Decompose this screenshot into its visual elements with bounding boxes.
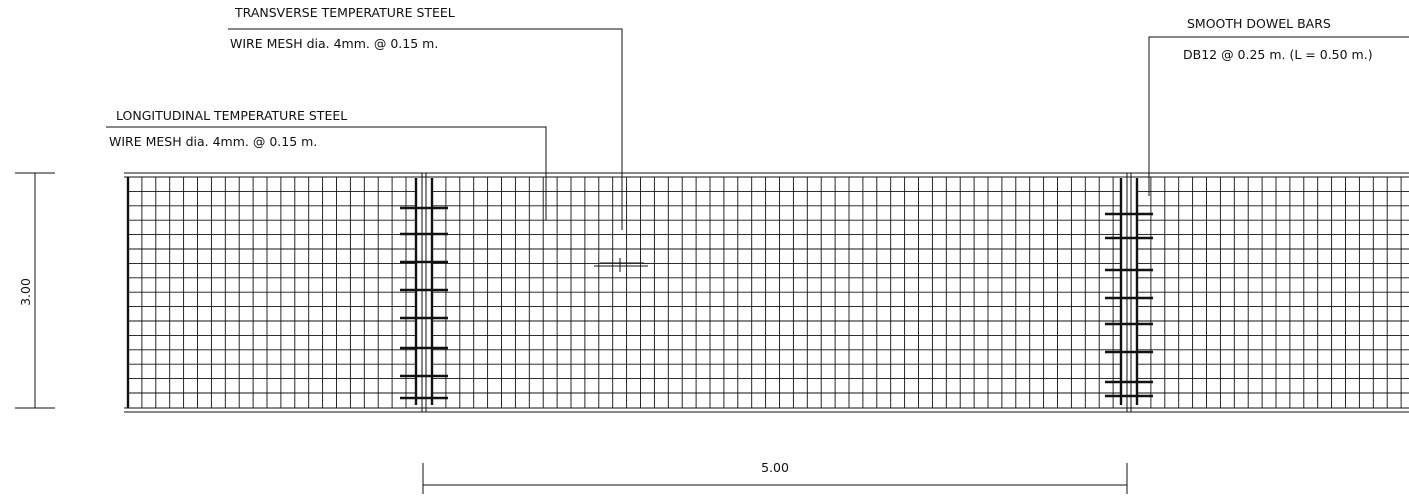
callout-dowel-title: SMOOTH DOWEL BARS	[1187, 16, 1331, 31]
callout-dowel-spec: DB12 @ 0.25 m. (L = 0.50 m.)	[1183, 47, 1373, 62]
joint-left	[414, 173, 434, 412]
callout-transverse-spec: WIRE MESH dia. 4mm. @ 0.15 m.	[230, 36, 438, 51]
dimension-width-label: 3.00	[18, 278, 33, 306]
dowel-bars-left	[400, 206, 448, 400]
callout-transverse-title: TRANSVERSE TEMPERATURE STEEL	[234, 5, 455, 20]
slab-outline	[124, 172, 1409, 413]
callout-dowel: SMOOTH DOWEL BARS DB12 @ 0.25 m. (L = 0.…	[1148, 16, 1409, 196]
callout-longitudinal: LONGITUDINAL TEMPERATURE STEEL WIRE MESH…	[106, 108, 547, 220]
dimension-width: 3.00	[15, 172, 55, 409]
mesh-lap-marker	[594, 258, 648, 272]
dowel-bars-right	[1105, 212, 1153, 398]
dimension-length-label: 5.00	[761, 460, 789, 475]
callout-transverse: TRANSVERSE TEMPERATURE STEEL WIRE MESH d…	[228, 5, 623, 230]
callout-longitudinal-spec: WIRE MESH dia. 4mm. @ 0.15 m.	[109, 134, 317, 149]
dimension-length: 5.00	[422, 460, 1128, 494]
joint-right	[1119, 173, 1139, 412]
wire-mesh-grid	[128, 177, 1409, 408]
callout-longitudinal-title: LONGITUDINAL TEMPERATURE STEEL	[116, 108, 347, 123]
